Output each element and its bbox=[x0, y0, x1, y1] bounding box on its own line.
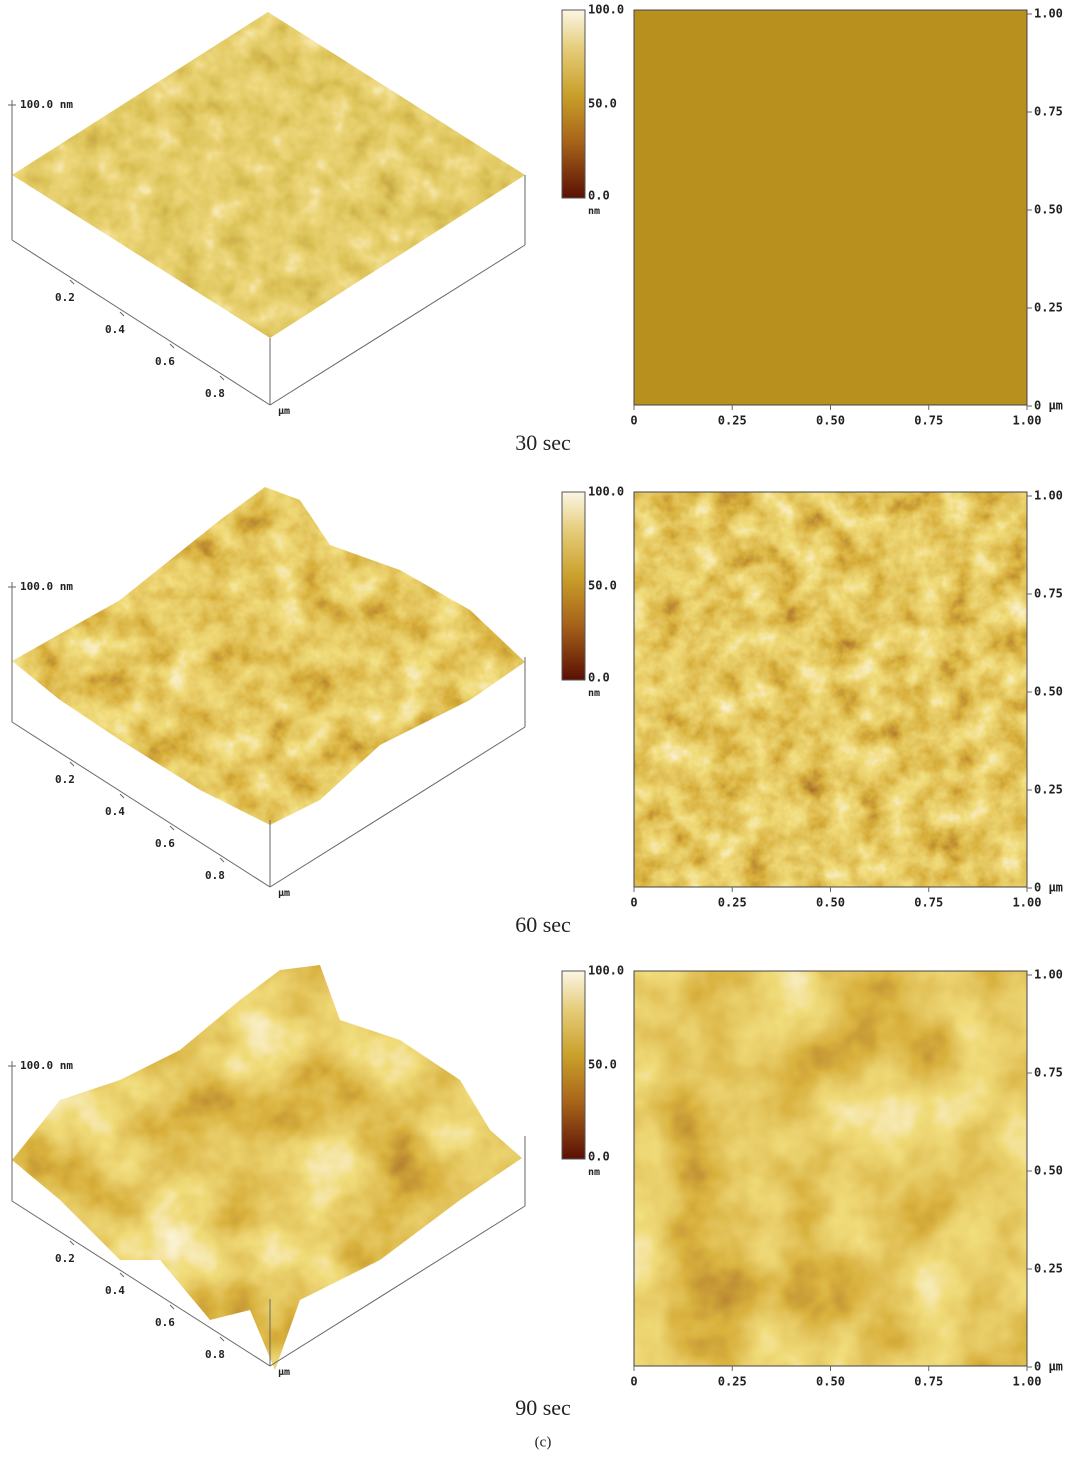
axis-tick bbox=[70, 1241, 74, 1245]
axis-unit: µm bbox=[278, 888, 290, 899]
colorbar-unit: nm bbox=[588, 688, 600, 699]
afm-image bbox=[634, 971, 1027, 1366]
z-label: 100.0 nm bbox=[20, 98, 73, 111]
colorbar bbox=[562, 971, 585, 1159]
caption: 90 sec bbox=[515, 1395, 571, 1420]
caption: 60 sec bbox=[515, 912, 571, 937]
afm-image bbox=[634, 10, 1027, 405]
x-tick-label: 1.00 bbox=[1013, 1375, 1042, 1389]
x-tick-label: 0.50 bbox=[816, 896, 845, 910]
colorbar bbox=[562, 10, 585, 198]
colorbar-label: 0.0 bbox=[588, 671, 610, 685]
axis-tick-label: 0.8 bbox=[205, 1348, 225, 1361]
y-tick-label: 0.50 bbox=[1034, 685, 1063, 699]
axis-tick-label: 0.4 bbox=[105, 805, 125, 818]
x-tick-label: 0.50 bbox=[816, 414, 845, 428]
x-tick-label: 0.75 bbox=[914, 414, 943, 428]
y-tick-label: 0.75 bbox=[1034, 587, 1063, 601]
y-tick-label: 0 µm bbox=[1034, 399, 1063, 413]
axis-tick-label: 0.2 bbox=[55, 773, 75, 786]
x-tick-label: 0.25 bbox=[718, 1375, 747, 1389]
surface-3d bbox=[12, 487, 525, 825]
colorbar-label: 100.0 bbox=[588, 3, 624, 17]
y-tick-label: 0.50 bbox=[1034, 1164, 1063, 1178]
axis-tick bbox=[170, 1305, 174, 1309]
axis-tick bbox=[70, 762, 74, 766]
y-tick-label: 0.25 bbox=[1034, 301, 1063, 315]
x-tick-label: 0 bbox=[630, 896, 637, 910]
axis-tick bbox=[120, 312, 124, 316]
colorbar-label: 50.0 bbox=[588, 1058, 617, 1072]
axis-tick-label: 0.8 bbox=[205, 387, 225, 400]
axis-unit: µm bbox=[278, 406, 290, 417]
axis-tick bbox=[120, 794, 124, 798]
x-tick-label: 0.25 bbox=[718, 414, 747, 428]
afm-image bbox=[634, 492, 1027, 887]
axis-tick-label: 0.4 bbox=[105, 323, 125, 336]
y-tick-label: 0.25 bbox=[1034, 783, 1063, 797]
axis-tick-label: 0.6 bbox=[155, 355, 175, 368]
colorbar-unit: nm bbox=[588, 1167, 600, 1178]
x-tick-label: 0.75 bbox=[914, 896, 943, 910]
x-tick-label: 0.75 bbox=[914, 1375, 943, 1389]
y-tick-label: 1.00 bbox=[1034, 968, 1063, 982]
axis-tick-label: 0.2 bbox=[55, 291, 75, 304]
y-tick-label: 0.50 bbox=[1034, 203, 1063, 217]
axis-tick-label: 0.2 bbox=[55, 1252, 75, 1265]
figure-label: (c) bbox=[535, 1434, 552, 1450]
colorbar-label: 0.0 bbox=[588, 1150, 610, 1164]
axis-tick bbox=[120, 1273, 124, 1277]
axis-tick-label: 0.8 bbox=[205, 869, 225, 882]
axis-tick bbox=[170, 826, 174, 830]
x-tick-label: 0.50 bbox=[816, 1375, 845, 1389]
x-tick-label: 0 bbox=[630, 1375, 637, 1389]
colorbar-label: 0.0 bbox=[588, 189, 610, 203]
axis-tick bbox=[220, 1337, 224, 1341]
surface-3d bbox=[12, 965, 522, 1370]
x-tick-label: 1.00 bbox=[1013, 414, 1042, 428]
colorbar-unit: nm bbox=[588, 206, 600, 217]
y-tick-label: 1.00 bbox=[1034, 489, 1063, 503]
x-tick-label: 0.25 bbox=[718, 896, 747, 910]
y-tick-label: 0.75 bbox=[1034, 105, 1063, 119]
figure: 100.0 nm 0.2 0.4 0.6 0.8 µm 100.0 50.0 0.0 nm 0 0.2… bbox=[0, 0, 1079, 1458]
y-tick-label: 0.25 bbox=[1034, 1262, 1063, 1276]
z-label: 100.0 nm bbox=[20, 1059, 73, 1072]
colorbar-label: 50.0 bbox=[588, 579, 617, 593]
axis-tick bbox=[220, 376, 224, 380]
axis-tick bbox=[170, 344, 174, 348]
y-tick-label: 1.00 bbox=[1034, 7, 1063, 21]
axis-tick-label: 0.4 bbox=[105, 1284, 125, 1297]
caption: 30 sec bbox=[515, 430, 571, 455]
axis-tick-label: 0.6 bbox=[155, 837, 175, 850]
x-tick-label: 1.00 bbox=[1013, 896, 1042, 910]
y-tick-label: 0 µm bbox=[1034, 1360, 1063, 1374]
z-label: 100.0 nm bbox=[20, 580, 73, 593]
colorbar-label: 100.0 bbox=[588, 485, 624, 499]
y-tick-label: 0 µm bbox=[1034, 881, 1063, 895]
colorbar-label: 100.0 bbox=[588, 964, 624, 978]
axis-tick-label: 0.6 bbox=[155, 1316, 175, 1329]
axis-tick bbox=[220, 858, 224, 862]
colorbar bbox=[562, 492, 585, 680]
x-tick-label: 0 bbox=[630, 414, 637, 428]
y-tick-label: 0.75 bbox=[1034, 1066, 1063, 1080]
colorbar-label: 50.0 bbox=[588, 97, 617, 111]
axis-tick bbox=[70, 280, 74, 284]
axis-unit: µm bbox=[278, 1367, 290, 1378]
